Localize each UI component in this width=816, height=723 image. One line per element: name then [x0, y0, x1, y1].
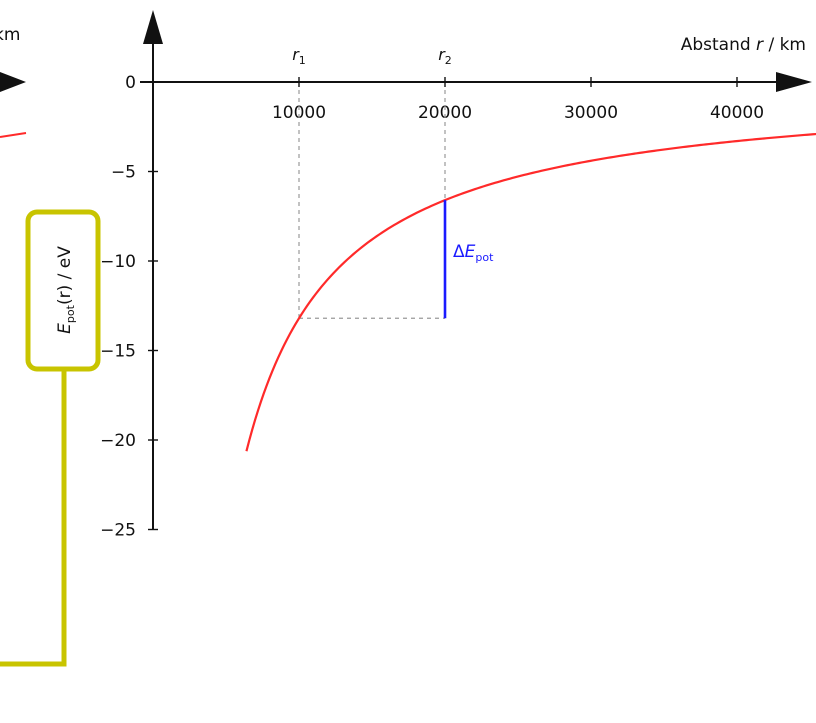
delta-e: E [465, 242, 476, 262]
highlight-leader-line [0, 369, 67, 667]
y-tick-label-15: −15 [100, 342, 136, 362]
y-axis-title: Epot(r) / eV [55, 246, 77, 334]
r1-marker-label: r1 [292, 45, 306, 67]
x-axis-title: Abstand r / km [681, 35, 806, 55]
left-chart-fragment: km [0, 25, 27, 138]
left-axis-arrow [0, 72, 26, 92]
y-axis-title-sub: pot [64, 304, 77, 323]
axes [140, 10, 812, 530]
y-tick-label-10: −10 [100, 252, 136, 272]
y-axis-arrow [143, 10, 163, 44]
y-axis-title-rest: (r) / eV [55, 246, 75, 305]
y-ticks: 0 −5 −10 −15 −20 −25 [100, 73, 158, 541]
r1-letter: r [292, 45, 300, 64]
x-ticks: 10000 20000 30000 40000 [272, 77, 764, 123]
x-tick-label-20000: 20000 [418, 103, 472, 123]
r2-marker-label: r2 [438, 45, 452, 67]
r1-sub: 1 [299, 54, 306, 67]
y-tick-label-5: −5 [111, 163, 136, 183]
left-axis-label-fragment: km [0, 25, 20, 45]
x-axis-title-var: r [756, 35, 764, 55]
y-tick-label-25: −25 [100, 521, 136, 541]
highlight-annotation [0, 209, 101, 667]
x-axis-arrow [776, 72, 812, 92]
r2-sub: 2 [445, 54, 452, 67]
x-tick-label-40000: 40000 [710, 103, 764, 123]
left-curve-fragment [0, 132, 27, 138]
guide-lines [298, 90, 446, 319]
x-tick-label-30000: 30000 [564, 103, 618, 123]
potential-energy-curve [245, 132, 816, 452]
x-axis-title-unit: / km [763, 35, 806, 55]
r2-letter: r [438, 45, 446, 64]
x-tick-label-10000: 10000 [272, 103, 326, 123]
y-axis-title-e: E [55, 323, 75, 334]
delta-sub: pot [475, 251, 494, 264]
delta-e-pot-label: ΔEpot [453, 242, 494, 264]
x-axis-title-main: Abstand [681, 35, 756, 55]
y-tick-label-0: 0 [125, 73, 136, 93]
delta-symbol: Δ [453, 242, 465, 262]
y-tick-label-20: −20 [100, 431, 136, 451]
